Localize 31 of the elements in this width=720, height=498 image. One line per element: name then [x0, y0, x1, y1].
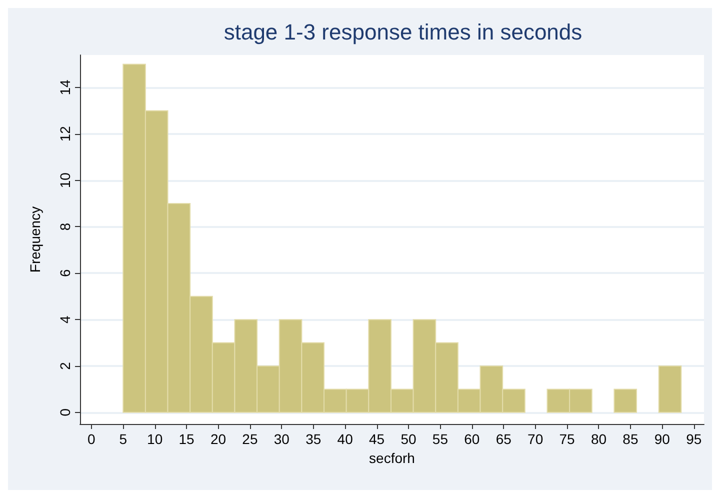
x-tick-label: 35	[306, 431, 322, 447]
x-tick-label: 85	[622, 431, 638, 447]
y-axis-title: Frequency	[27, 206, 43, 273]
x-tick-label: 15	[178, 431, 195, 447]
x-tick-label: 80	[590, 431, 607, 447]
x-tick-label: 0	[88, 431, 96, 447]
y-tick-label: 12	[57, 126, 73, 142]
x-tick-label: 40	[337, 431, 354, 447]
y-tick-label: 6	[57, 269, 73, 278]
y-tick-label: 14	[57, 79, 73, 96]
x-axis-title: secforh	[369, 450, 415, 466]
y-tick-label: 2	[57, 362, 73, 370]
x-tick-label: 75	[559, 431, 576, 447]
y-tick-label: 8	[57, 222, 73, 231]
x-tick-label: 30	[274, 431, 290, 447]
x-tick-label: 5	[119, 431, 128, 447]
x-tick-label: 10	[147, 431, 163, 447]
x-tick-label: 45	[368, 431, 385, 447]
x-tick-label: 25	[242, 431, 258, 447]
y-tick-label: 10	[57, 172, 73, 188]
y-tick-label: 4	[57, 315, 73, 324]
x-tick-label: 90	[654, 431, 670, 447]
x-tick-label: 55	[432, 431, 448, 447]
x-tick-label: 20	[210, 431, 226, 447]
chart-title: stage 1-3 response times in seconds	[224, 20, 582, 44]
x-tick-label: 50	[400, 431, 416, 447]
x-tick-label: 95	[686, 431, 702, 447]
x-tick-label: 60	[464, 431, 480, 447]
x-tick-label: 70	[528, 431, 544, 447]
y-tick-label: 0	[57, 408, 73, 416]
x-tick-label: 65	[496, 431, 512, 447]
